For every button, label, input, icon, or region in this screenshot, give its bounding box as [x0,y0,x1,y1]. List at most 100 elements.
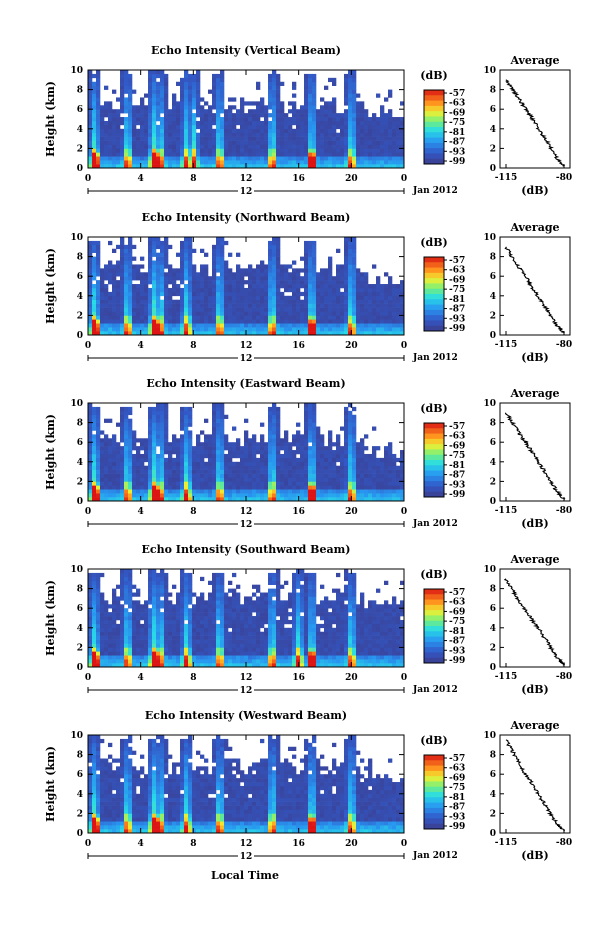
heatmap-cell [184,120,189,126]
heatmap-cell [96,128,101,134]
panel-title: Echo Intensity (Northward Beam) [142,211,351,224]
heatmap-cell [208,156,213,161]
heatmap-cell [272,128,277,134]
heatmap-cell [88,256,93,261]
heatmap-cell [352,93,357,98]
heatmap-cell [144,132,149,137]
heatmap-cell [348,403,353,408]
heatmap-cell [92,101,97,106]
heatmap-cell [232,280,237,285]
heatmap-cell [120,109,125,114]
heatmap-cell [96,73,101,79]
heatmap-cell [120,93,125,98]
heatmap-cell [380,156,385,161]
heatmap-cell [364,315,369,320]
heatmap-cell [88,477,93,482]
heatmap-cell [376,124,381,130]
heatmap-cell [108,113,113,118]
heatmap-cell [280,461,285,467]
heatmap-cell [172,120,177,126]
heatmap-cell [252,465,257,470]
heatmap-cell [92,410,97,416]
heatmap-cell [376,461,381,467]
heatmap-cell [88,406,93,412]
heatmap-cell [144,493,149,498]
heatmap-cell [284,331,289,336]
heatmap-cell [144,164,149,169]
heatmap-cell [88,627,93,633]
heatmap-cell [296,450,301,455]
heatmap-cell [328,485,333,490]
heatmap-cell [120,485,125,490]
heatmap-cell [340,497,345,502]
heatmap-cell [92,485,97,490]
heatmap-cell [320,287,325,293]
heatmap-cell [272,93,277,98]
colorbar-band [424,127,444,133]
heatmap-cell [168,485,173,490]
heatmap-cell [140,97,145,102]
heatmap-cell [252,268,257,273]
heatmap-cell [164,414,169,419]
heatmap-cell [292,136,297,141]
heatmap-cell [364,311,369,316]
heatmap-cell [348,485,353,490]
heatmap-cell [176,469,181,474]
heatmap-cell [220,117,225,122]
heatmap-cell [100,303,105,308]
heatmap-cell [132,477,137,482]
heatmap-cell [116,453,121,459]
heatmap-cell [156,323,161,328]
heatmap-cell [188,331,193,336]
heatmap-cell [196,311,201,316]
heatmap-cell [136,323,141,328]
heatmap-cell [96,295,101,301]
heatmap-cell [380,469,385,474]
heatmap-cell [120,572,125,578]
colorbar-tick-label: -57 [449,89,465,99]
heatmap-cell [260,299,265,304]
heatmap-cell [256,331,261,336]
y-tick-label: 4 [77,125,83,135]
heatmap-cell [180,446,185,451]
heatmap-cell [152,287,157,293]
heatmap-cell [368,481,373,486]
heatmap-cell [124,647,129,652]
average-frame [499,236,571,336]
heatmap-cell [332,287,337,293]
heatmap-cell [348,124,353,130]
heatmap-cell [132,323,137,328]
heatmap-cell [388,128,393,134]
heatmap-cell [388,489,393,494]
heatmap-cell [172,446,177,451]
heatmap-cell [116,596,121,601]
heatmap-cell [316,453,321,459]
heatmap-cell [212,264,217,269]
average-profile-line [504,246,565,334]
heatmap-cell [124,252,129,257]
heatmap-cell [276,272,281,277]
heatmap-cell [372,156,377,161]
heatmap-cell [372,164,377,169]
heatmap-cell [216,124,221,130]
heatmap-cell [164,284,169,289]
heatmap-cell [160,461,165,467]
heatmap-cell [276,113,281,118]
heatmap-cell [128,148,133,153]
heatmap-cell [296,164,301,169]
heatmap-cell [192,299,197,304]
heatmap-cell [168,319,173,324]
heatmap-cell [240,160,245,165]
heatmap-cell [176,481,181,486]
heatmap-cell [364,272,369,277]
heatmap-cell [304,422,309,427]
heatmap-cell [324,276,329,281]
heatmap-cell [292,164,297,169]
heatmap-cell [88,144,93,149]
heatmap-cell [348,144,353,149]
heatmap-cell [320,124,325,130]
heatmap-cell [328,331,333,336]
colorbar-tick-label: -93 [449,480,465,490]
heatmap-cell [232,450,237,455]
heatmap-cell [148,117,153,122]
